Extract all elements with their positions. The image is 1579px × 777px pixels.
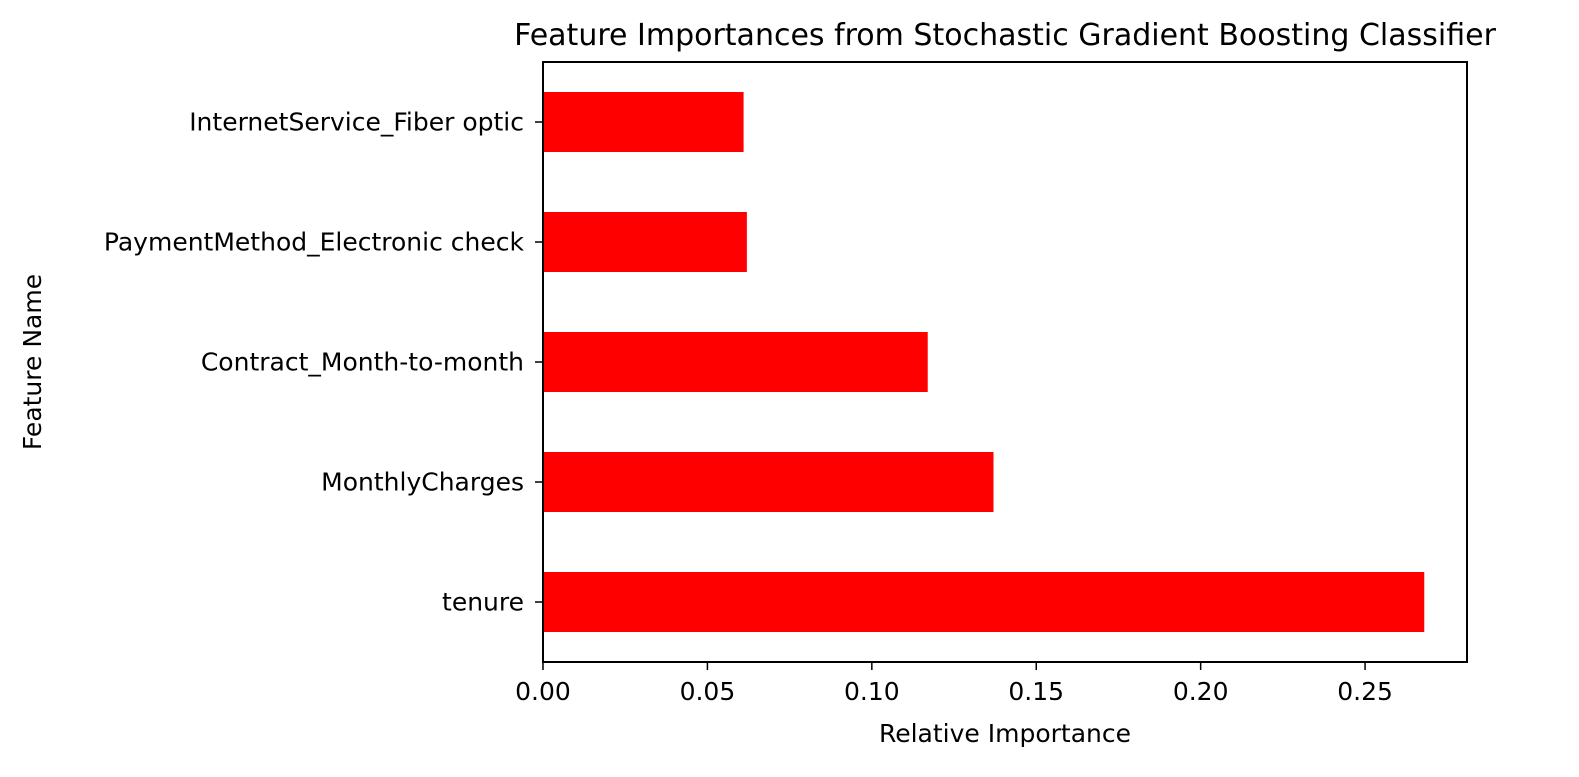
- bars-layer: [543, 92, 1425, 632]
- x-tick-label: 0.15: [1008, 677, 1064, 706]
- x-tick-label: 0.00: [515, 677, 571, 706]
- bar-0: [543, 572, 1425, 632]
- bar-3: [543, 212, 747, 272]
- bar-1: [543, 452, 994, 512]
- x-tick-label: 0.20: [1173, 677, 1229, 706]
- x-tick-label: 0.05: [680, 677, 736, 706]
- bar-2: [543, 332, 928, 392]
- x-axis: 0.00 0.05 0.10 0.15 0.20 0.25: [515, 662, 1393, 706]
- y-axis-label: Feature Name: [18, 274, 47, 450]
- x-tick-label: 0.25: [1337, 677, 1393, 706]
- plot-frame: [542, 61, 1468, 663]
- y-tick-label: InternetService_Fiber optic: [189, 108, 524, 137]
- y-tick-label: MonthlyCharges: [321, 468, 524, 497]
- y-tick-label: PaymentMethod_Electronic check: [104, 228, 525, 257]
- chart-title: Feature Importances from Stochastic Grad…: [514, 18, 1496, 53]
- y-axis: tenure MonthlyCharges Contract_Month-to-mo…: [104, 108, 543, 617]
- x-axis-label: Relative Importance: [879, 719, 1131, 748]
- x-tick-label: 0.10: [844, 677, 900, 706]
- y-tick-label: Contract_Month-to-month: [201, 348, 524, 377]
- bar-4: [543, 92, 744, 152]
- y-tick-label: tenure: [442, 588, 524, 617]
